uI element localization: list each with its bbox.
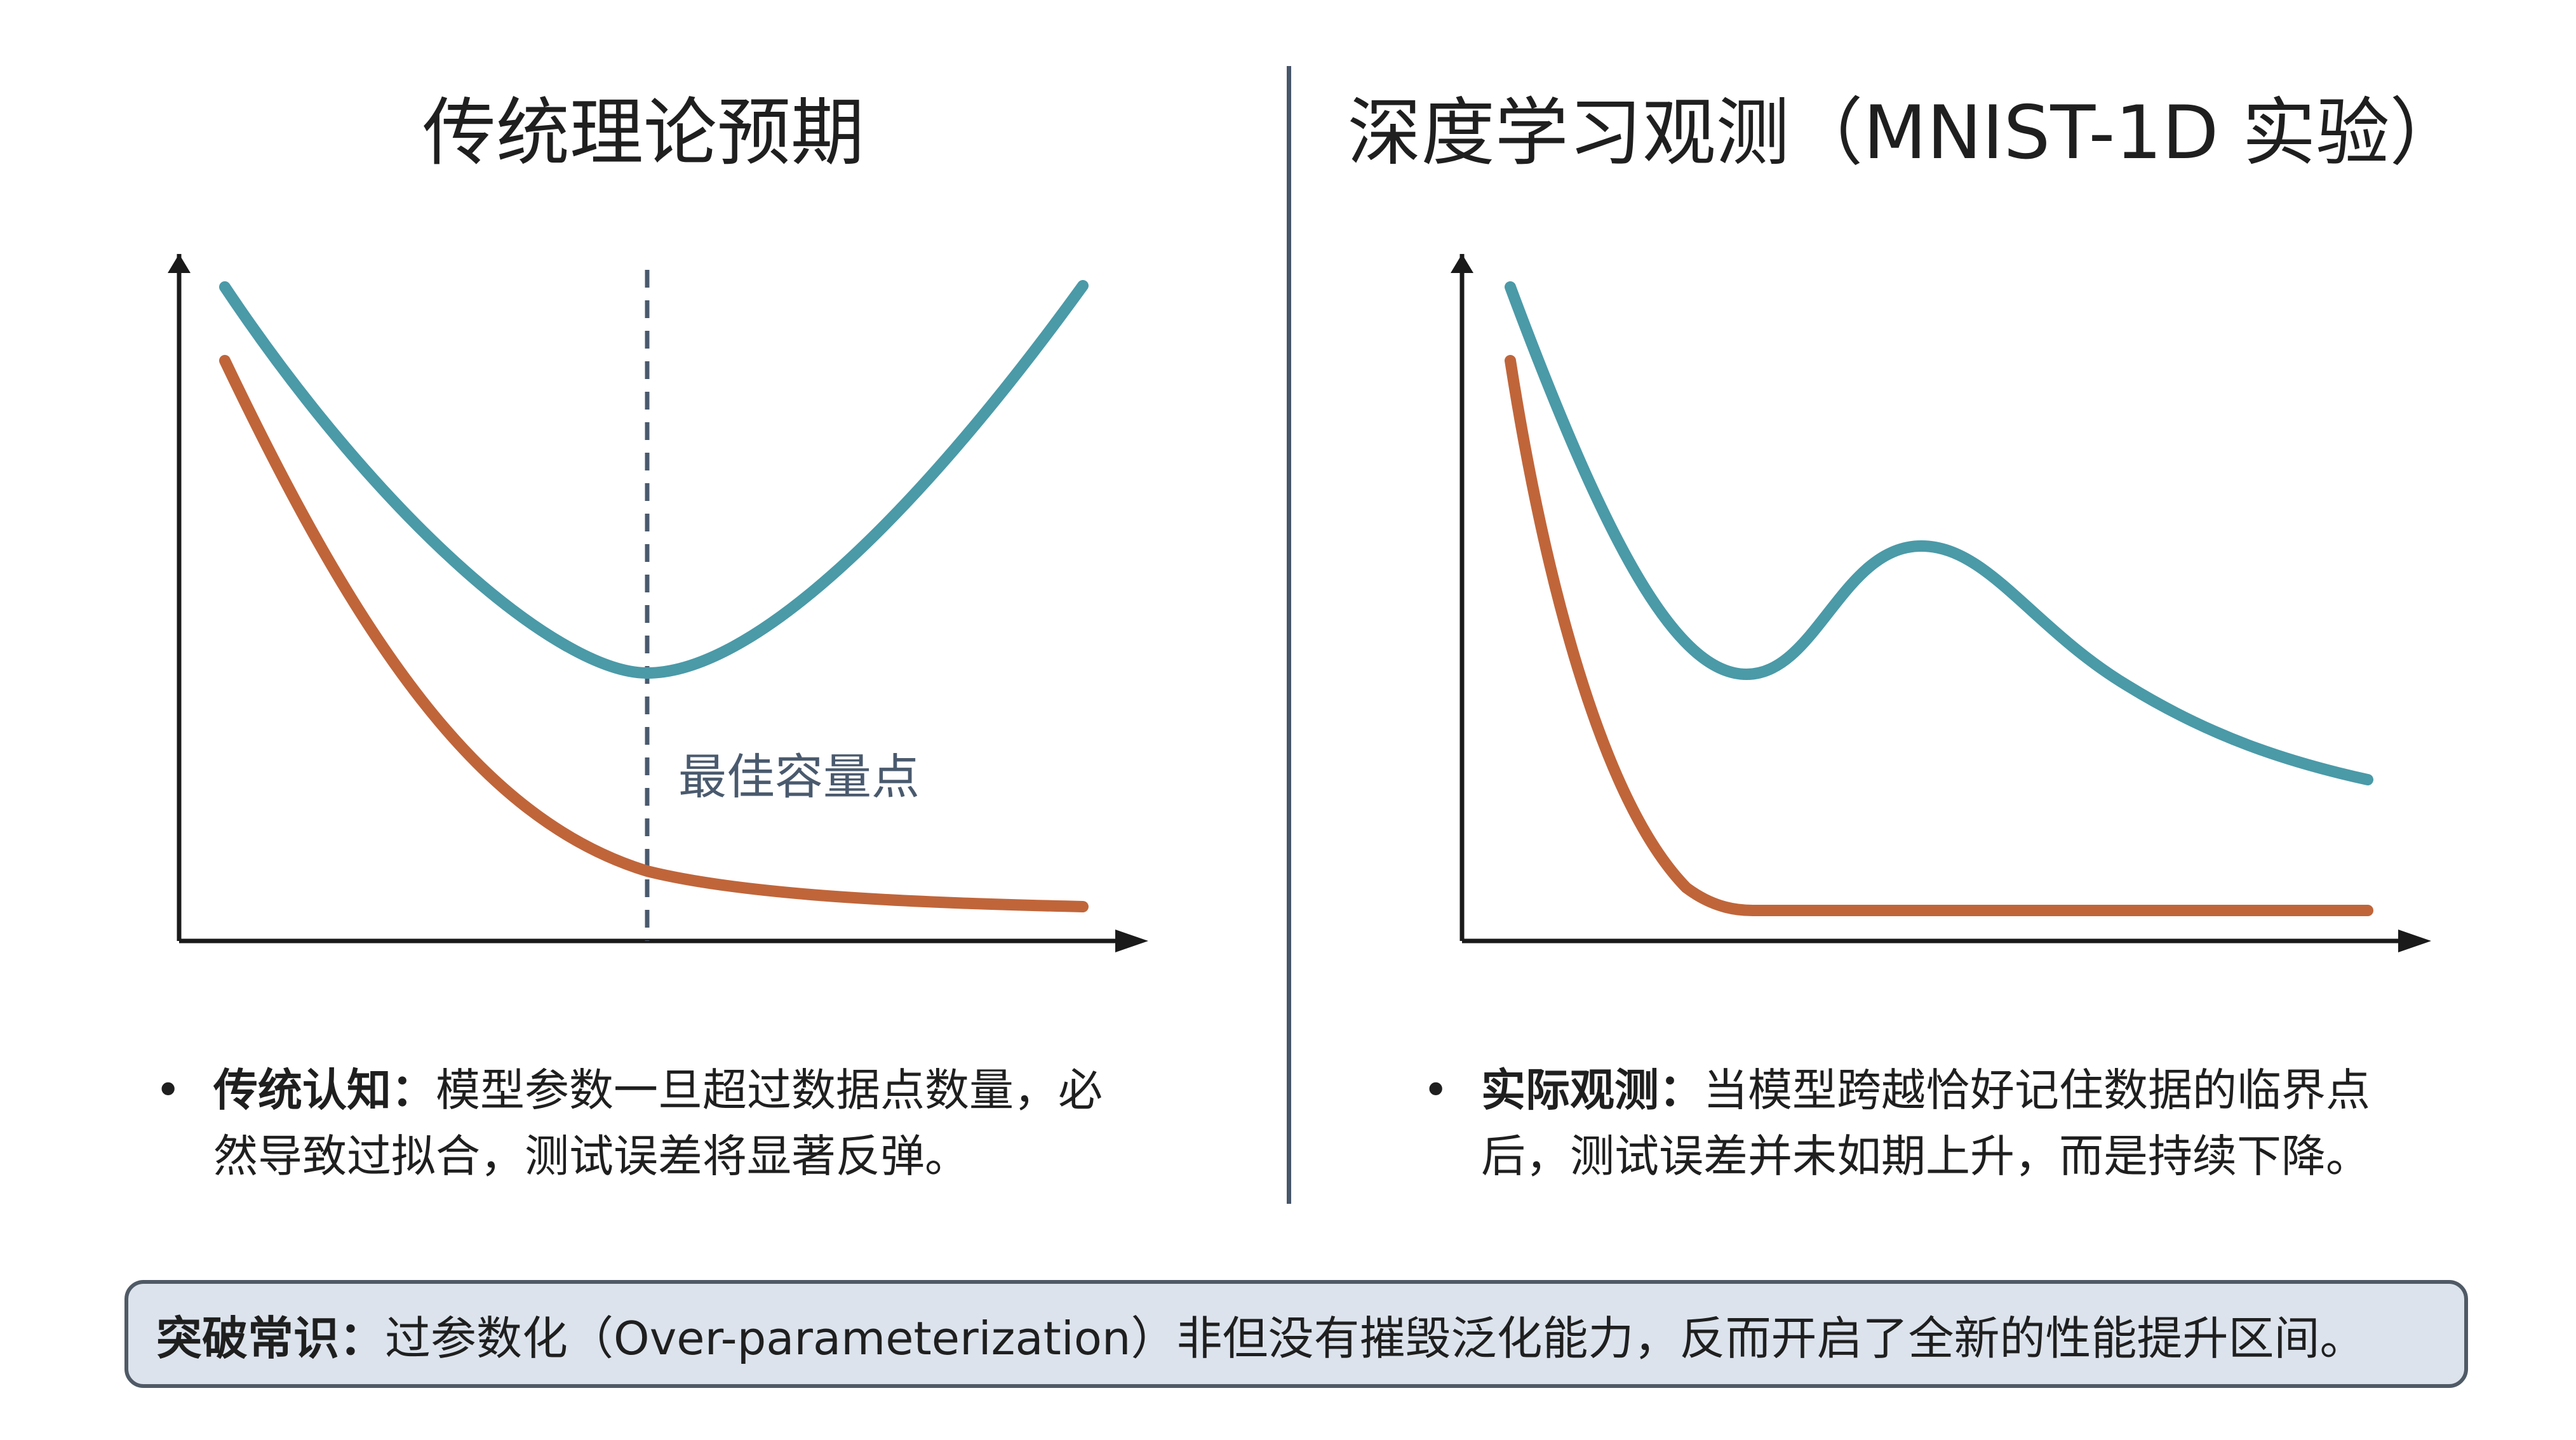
right-panel-title: 深度学习观测（MNIST-1D 实验） bbox=[1347, 90, 2464, 176]
left-panel-title: 传统理论预期 bbox=[422, 90, 864, 176]
optimal-capacity-label: 最佳容量点 bbox=[678, 749, 920, 805]
right-y-axis-arrowhead bbox=[1451, 254, 1473, 273]
right-bullet-text: 当模型跨越恰好记住数据的临界点后，测试误差并未如期上升，而是持续下降。 bbox=[1481, 1064, 2370, 1182]
right-x-axis-arrowhead bbox=[2398, 930, 2431, 952]
left-bullet: • 传统认知：模型参数一旦超过数据点数量，必然导致过拟合，测试误差将显著反弹。 bbox=[155, 1057, 1146, 1189]
left-x-axis-arrowhead bbox=[1115, 930, 1148, 952]
left-test-error-curve bbox=[219, 280, 1089, 679]
right-test-error-curve bbox=[1505, 281, 2373, 785]
left-bullet-lead: 传统认知： bbox=[213, 1064, 436, 1116]
left-train-error-curve bbox=[219, 355, 1089, 912]
banner-lead: 突破常识： bbox=[156, 1311, 386, 1365]
left-y-axis-arrowhead bbox=[168, 254, 191, 273]
bullet-dot: • bbox=[1423, 1064, 1449, 1116]
right-bullet: • 实际观测：当模型跨越恰好记住数据的临界点后，测试误差并未如期上升，而是持续下… bbox=[1423, 1057, 2452, 1189]
insight-banner: 突破常识： 过参数化（Over-parameterization）非但没有摧毁泛化… bbox=[124, 1280, 2468, 1388]
bullet-dot: • bbox=[155, 1064, 182, 1116]
left-bullet-text: 模型参数一旦超过数据点数量，必然导致过拟合，测试误差将显著反弹。 bbox=[213, 1064, 1103, 1182]
banner-text: 过参数化（Over-parameterization）非但没有摧毁泛化能力，反而… bbox=[385, 1311, 2366, 1365]
panel-divider bbox=[1287, 66, 1291, 1204]
right-train-error-curve bbox=[1505, 355, 2373, 916]
right-bullet-lead: 实际观测： bbox=[1481, 1064, 1703, 1116]
